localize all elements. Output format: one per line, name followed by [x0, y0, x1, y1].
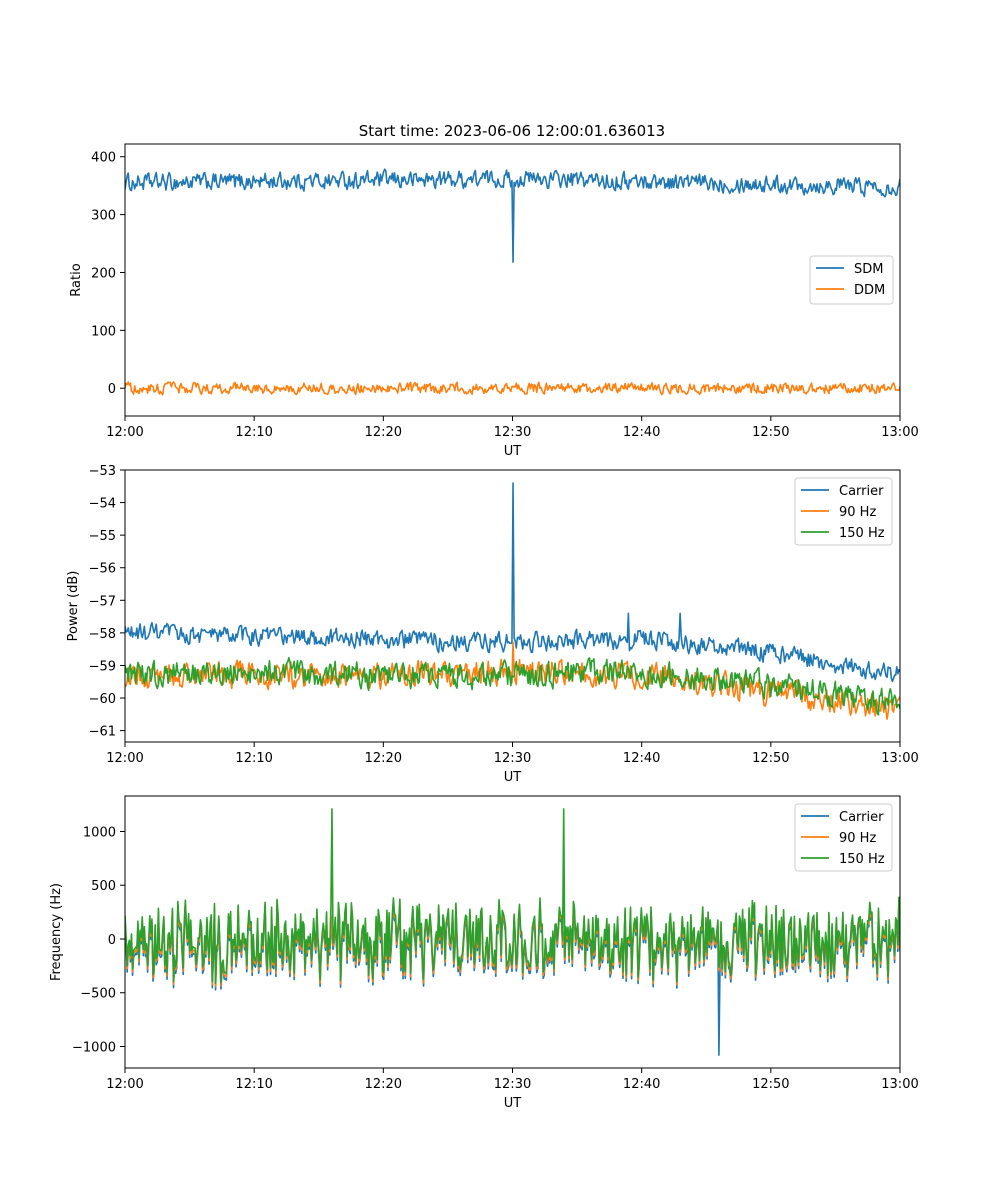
x-tick-label: 12:10 [235, 1077, 272, 1092]
y-tick-label: 1000 [83, 825, 116, 840]
x-tick-label: 12:20 [365, 425, 402, 440]
legend: Carrier 90 Hz 150 Hz [794, 803, 893, 872]
legend-label-90-hz: 90 Hz [839, 831, 876, 846]
x-tick-label: 12:00 [106, 751, 143, 766]
plot-area [125, 808, 900, 1056]
legend-label-ddm: DDM [854, 283, 885, 298]
panels: 12:00 12:10 12:20 12:30 12:40 12:50 13:00 0 100 2… [49, 143, 919, 1111]
legend: SDM DDM [809, 255, 894, 305]
x-tick-label: 12:20 [365, 1077, 402, 1092]
chart-panel-3: 12:00 12:10 12:20 12:30 12:40 12:50 13:00 −1000… [49, 795, 919, 1111]
x-tick-label: 12:00 [106, 425, 143, 440]
x-tick-label: 13:00 [881, 751, 918, 766]
series-line-90-hz [125, 641, 900, 720]
plot-area [125, 168, 900, 396]
legend-label-carrier: Carrier [839, 484, 884, 499]
x-tick-label: 12:50 [752, 751, 789, 766]
x-tick-label: 12:30 [494, 425, 531, 440]
series-line-sdm [125, 168, 900, 263]
plot-area [125, 482, 900, 720]
y-tick-label: −53 [89, 464, 116, 479]
series-line-ddm [125, 381, 900, 396]
figure-title: Start time: 2023-06-06 12:00:01.636013 [359, 122, 665, 140]
legend-label-150-hz: 150 Hz [839, 852, 885, 867]
legend-label-carrier: Carrier [839, 810, 884, 825]
x-tick-label: 12:50 [752, 425, 789, 440]
series-line-150-hz [125, 808, 900, 985]
x-tick-label: 12:20 [365, 751, 402, 766]
x-axis-label: UT [504, 770, 522, 785]
y-tick-label: 200 [91, 266, 116, 281]
chart-panel-1: 12:00 12:10 12:20 12:30 12:40 12:50 13:00 0 100 2… [69, 143, 919, 459]
y-tick-label: −61 [89, 725, 116, 740]
y-tick-label: 100 [91, 324, 116, 339]
y-axis-label: Power (dB) [66, 571, 81, 642]
y-tick-label: −55 [89, 529, 116, 544]
x-tick-label: 12:40 [623, 425, 660, 440]
y-tick-label: 0 [108, 933, 116, 948]
y-tick-label: −500 [80, 987, 116, 1002]
legend-label-150-hz: 150 Hz [839, 526, 885, 541]
x-tick-label: 13:00 [881, 425, 918, 440]
y-tick-label: 0 [108, 382, 116, 397]
x-tick-label: 13:00 [881, 1077, 918, 1092]
chart-panel-2: 12:00 12:10 12:20 12:30 12:40 12:50 13:00 −61 −6… [66, 464, 919, 785]
y-tick-label: 400 [91, 151, 116, 166]
legend-label-90-hz: 90 Hz [839, 505, 876, 520]
x-axis-label: UT [504, 444, 522, 459]
y-tick-label: −58 [89, 627, 116, 642]
x-tick-label: 12:40 [623, 751, 660, 766]
y-tick-label: 500 [91, 879, 116, 894]
y-tick-label: −1000 [72, 1040, 116, 1055]
series-line-carrier [125, 482, 900, 683]
legend: Carrier 90 Hz 150 Hz [794, 477, 893, 546]
x-tick-label: 12:00 [106, 1077, 143, 1092]
y-tick-label: −56 [89, 562, 116, 577]
y-tick-label: −54 [89, 497, 116, 512]
legend-box [794, 803, 893, 872]
y-axis-label: Frequency (Hz) [49, 883, 64, 981]
y-tick-label: −60 [89, 692, 116, 707]
y-tick-label: −59 [89, 659, 116, 674]
y-axis-label: Ratio [69, 263, 84, 296]
x-tick-label: 12:10 [235, 751, 272, 766]
x-tick-label: 12:50 [752, 1077, 789, 1092]
series-line-150-hz [125, 656, 900, 716]
legend-box [794, 477, 893, 546]
legend-label-sdm: SDM [854, 262, 883, 277]
x-axis-label: UT [504, 1096, 522, 1111]
x-tick-label: 12:30 [494, 1077, 531, 1092]
x-tick-label: 12:40 [623, 1077, 660, 1092]
y-tick-label: −57 [89, 594, 116, 609]
x-tick-label: 12:30 [494, 751, 531, 766]
x-tick-label: 12:10 [235, 425, 272, 440]
y-tick-label: 300 [91, 209, 116, 224]
